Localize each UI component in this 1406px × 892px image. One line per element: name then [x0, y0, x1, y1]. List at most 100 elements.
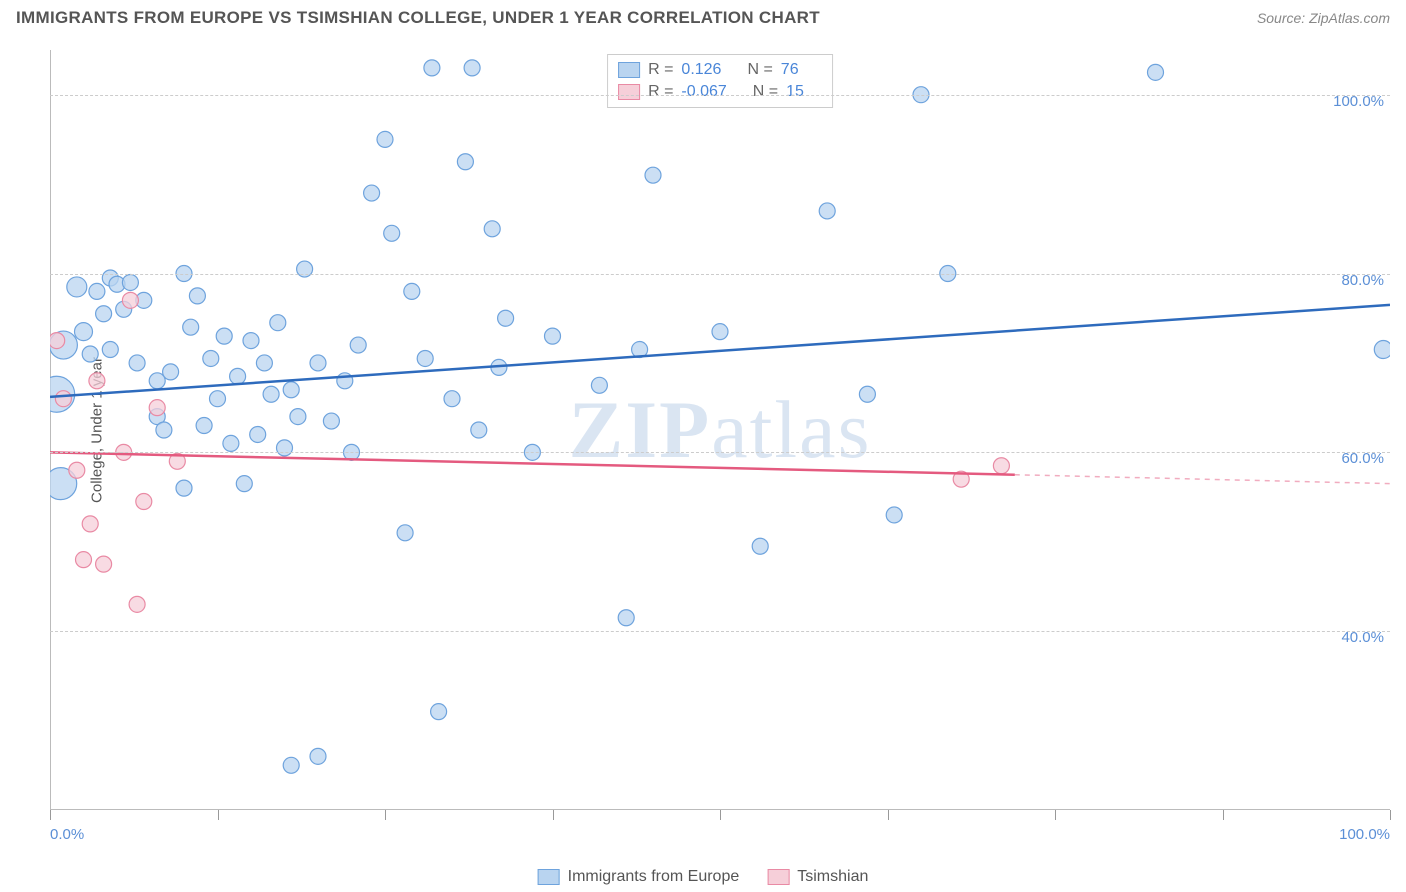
x-tick	[50, 810, 51, 820]
legend-swatch	[767, 869, 789, 885]
legend-r-value: -0.067	[681, 83, 726, 101]
plot-area: ZIPatlas R =0.126N =76R =-0.067N =15 40.…	[50, 50, 1390, 810]
data-point	[283, 382, 299, 398]
data-point	[216, 328, 232, 344]
data-point	[176, 480, 192, 496]
x-tick-label: 0.0%	[50, 826, 84, 843]
data-point	[69, 462, 85, 478]
data-point	[310, 355, 326, 371]
data-point	[431, 704, 447, 720]
data-point	[377, 131, 393, 147]
data-point	[89, 283, 105, 299]
data-point	[102, 342, 118, 358]
y-tick-label: 60.0%	[1341, 450, 1384, 467]
data-point	[129, 355, 145, 371]
data-point	[196, 418, 212, 434]
chart-header: IMMIGRANTS FROM EUROPE VS TSIMSHIAN COLL…	[0, 0, 1406, 32]
data-point	[75, 323, 93, 341]
x-tick	[1223, 810, 1224, 820]
x-tick	[553, 810, 554, 820]
data-point	[156, 422, 172, 438]
data-point	[397, 525, 413, 541]
data-point	[323, 413, 339, 429]
data-point	[886, 507, 902, 523]
legend-series-label: Tsimshian	[797, 868, 868, 886]
grid-line	[50, 95, 1390, 96]
legend-series-label: Immigrants from Europe	[568, 868, 740, 886]
data-point	[96, 556, 112, 572]
data-point	[82, 346, 98, 362]
x-tick	[720, 810, 721, 820]
data-point	[819, 203, 835, 219]
grid-line	[50, 631, 1390, 632]
x-tick	[385, 810, 386, 820]
data-point	[256, 355, 272, 371]
y-tick-label: 100.0%	[1333, 93, 1384, 110]
x-tick-label: 100.0%	[1339, 826, 1390, 843]
legend-correlation-row: R =0.126N =76	[618, 59, 822, 81]
legend-swatch	[618, 84, 640, 100]
legend-n-value: 15	[786, 83, 804, 101]
data-point	[270, 315, 286, 331]
data-point	[96, 306, 112, 322]
legend-r-label: R =	[648, 83, 673, 101]
data-point	[1374, 341, 1390, 359]
legend-series-item: Immigrants from Europe	[538, 868, 740, 886]
data-point	[618, 610, 634, 626]
legend-swatch	[618, 62, 640, 78]
data-point	[993, 458, 1009, 474]
data-point	[498, 310, 514, 326]
data-point	[404, 283, 420, 299]
legend-n-label: N =	[747, 61, 772, 79]
data-point	[250, 426, 266, 442]
data-point	[417, 350, 433, 366]
y-tick-label: 80.0%	[1341, 272, 1384, 289]
data-point	[591, 377, 607, 393]
series-legend: Immigrants from Europe Tsimshian	[538, 868, 869, 886]
data-point	[457, 154, 473, 170]
data-point	[203, 350, 219, 366]
data-point	[484, 221, 500, 237]
x-tick	[218, 810, 219, 820]
data-point	[76, 552, 92, 568]
data-point	[290, 409, 306, 425]
data-point	[310, 748, 326, 764]
data-point	[364, 185, 380, 201]
data-point	[189, 288, 205, 304]
data-point	[350, 337, 366, 353]
data-point	[471, 422, 487, 438]
data-point	[384, 225, 400, 241]
data-point	[82, 516, 98, 532]
data-point	[163, 364, 179, 380]
data-point	[444, 391, 460, 407]
legend-r-value: 0.126	[681, 61, 721, 79]
x-tick	[1055, 810, 1056, 820]
data-point	[283, 757, 299, 773]
data-point	[67, 277, 87, 297]
data-point	[545, 328, 561, 344]
data-point	[129, 596, 145, 612]
data-point	[230, 368, 246, 384]
grid-line	[50, 452, 1390, 453]
data-point	[55, 391, 71, 407]
data-point	[243, 333, 259, 349]
data-point	[236, 476, 252, 492]
data-point	[122, 274, 138, 290]
chart-source: Source: ZipAtlas.com	[1257, 10, 1390, 26]
data-point	[223, 435, 239, 451]
data-point	[149, 400, 165, 416]
data-point	[297, 261, 313, 277]
x-tick	[888, 810, 889, 820]
data-point	[645, 167, 661, 183]
data-point	[50, 333, 65, 349]
chart-container: College, Under 1 year ZIPatlas R =0.126N…	[50, 50, 1390, 810]
data-point	[277, 440, 293, 456]
data-point	[752, 538, 768, 554]
data-point	[136, 494, 152, 510]
data-point	[1148, 64, 1164, 80]
trend-line	[50, 305, 1390, 397]
data-point	[712, 324, 728, 340]
data-point	[263, 386, 279, 402]
chart-svg	[50, 50, 1390, 810]
legend-r-label: R =	[648, 61, 673, 79]
